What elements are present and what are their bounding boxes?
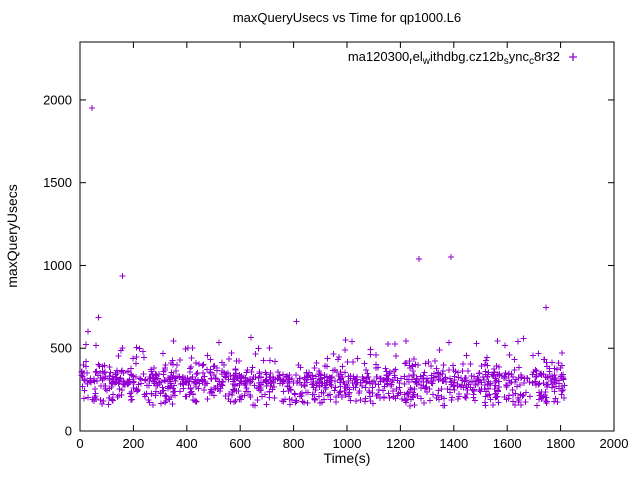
- y-tick-label: 2000: [43, 92, 72, 107]
- y-tick-label: 500: [50, 341, 72, 356]
- y-tick-label: 1500: [43, 175, 72, 190]
- x-tick-label: 400: [176, 436, 198, 451]
- x-tick-label: 1600: [493, 436, 522, 451]
- data-points-layer: [78, 105, 568, 409]
- legend-label: ma120300relwithdbg.cz12bsyncc8r32: [348, 49, 560, 67]
- axis-ticks: 0 200 400 600 800 1000 1200 1400 1600 1800 2000 0 50…: [43, 42, 628, 451]
- x-tick-label: 1200: [386, 436, 415, 451]
- y-axis-label: maxQueryUsecs: [4, 184, 20, 287]
- chart-title: maxQueryUsecs vs Time for qp1000.L6: [233, 10, 461, 25]
- y-tick-label: 1000: [43, 258, 72, 273]
- data-points: [78, 105, 568, 409]
- x-tick-label: 0: [76, 436, 83, 451]
- x-tick-label: 2000: [600, 436, 629, 451]
- legend-marker-icon: [569, 53, 577, 61]
- x-tick-label: 1800: [546, 436, 575, 451]
- x-tick-label: 600: [229, 436, 251, 451]
- x-axis-label: Time(s): [324, 450, 371, 466]
- x-tick-label: 1400: [439, 436, 468, 451]
- x-tick-label: 200: [123, 436, 145, 451]
- x-tick-label: 1000: [333, 436, 362, 451]
- x-tick-label: 800: [283, 436, 305, 451]
- y-tick-label: 0: [65, 424, 72, 439]
